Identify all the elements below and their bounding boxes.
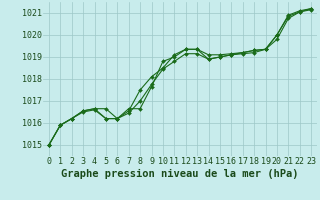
X-axis label: Graphe pression niveau de la mer (hPa): Graphe pression niveau de la mer (hPa) [61,169,299,179]
